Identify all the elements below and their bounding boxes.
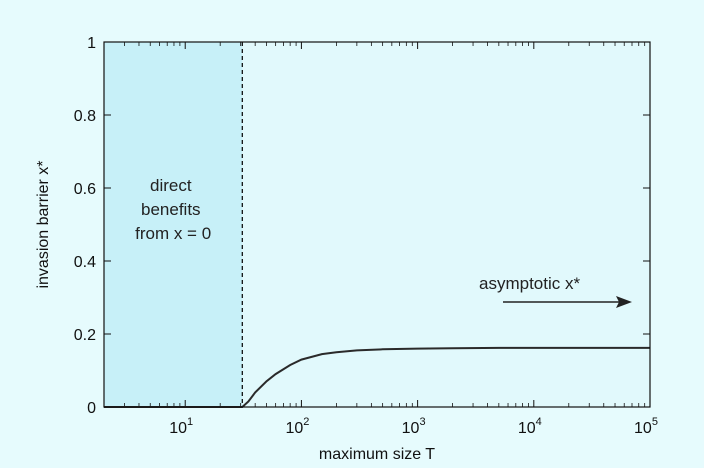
x-tick-label: 102 — [285, 416, 309, 437]
x-tick-label: 103 — [402, 416, 426, 437]
x-tick-base: 10 — [518, 420, 536, 437]
region-annotation-line-3: from x = 0 — [135, 224, 211, 243]
x-tick-exponent: 1 — [187, 416, 193, 428]
y-tick-label: 1 — [87, 35, 96, 52]
x-tick-label: 101 — [169, 416, 193, 437]
x-tick-exponent: 3 — [419, 416, 425, 428]
x-tick-label: 104 — [518, 416, 542, 437]
plot-frame — [103, 41, 651, 408]
y-axis-label: invasion barrier x* — [35, 160, 52, 288]
x-tick-base: 10 — [169, 420, 187, 437]
x-axis-label: maximum size T — [319, 446, 435, 463]
region-annotation-line-1: direct — [150, 176, 192, 195]
region-annotation-line-2: benefits — [141, 200, 201, 219]
axis-ticks — [103, 41, 651, 408]
y-tick-label: 0.4 — [74, 254, 96, 271]
asymptote-arrow-icon — [503, 296, 632, 308]
x-tick-base: 10 — [285, 420, 303, 437]
asymptote-arrow-head — [616, 296, 632, 308]
x-tick-label: 105 — [634, 416, 658, 437]
y-tick-label: 0.6 — [74, 181, 96, 198]
y-tick-label: 0 — [87, 400, 96, 417]
asymptote-annotation: asymptotic x* — [479, 274, 580, 293]
region-annotation: direct benefits from x = 0 — [135, 176, 211, 243]
y-tick-label: 0.8 — [74, 108, 96, 125]
direct-benefits-region — [104, 42, 243, 407]
x-tick-base: 10 — [634, 420, 652, 437]
x-tick-exponent: 5 — [652, 416, 658, 428]
x-tick-exponent: 2 — [303, 416, 309, 428]
y-tick-label: 0.2 — [74, 327, 96, 344]
x-tick-base: 10 — [402, 420, 420, 437]
x-tick-exponent: 4 — [536, 416, 542, 428]
